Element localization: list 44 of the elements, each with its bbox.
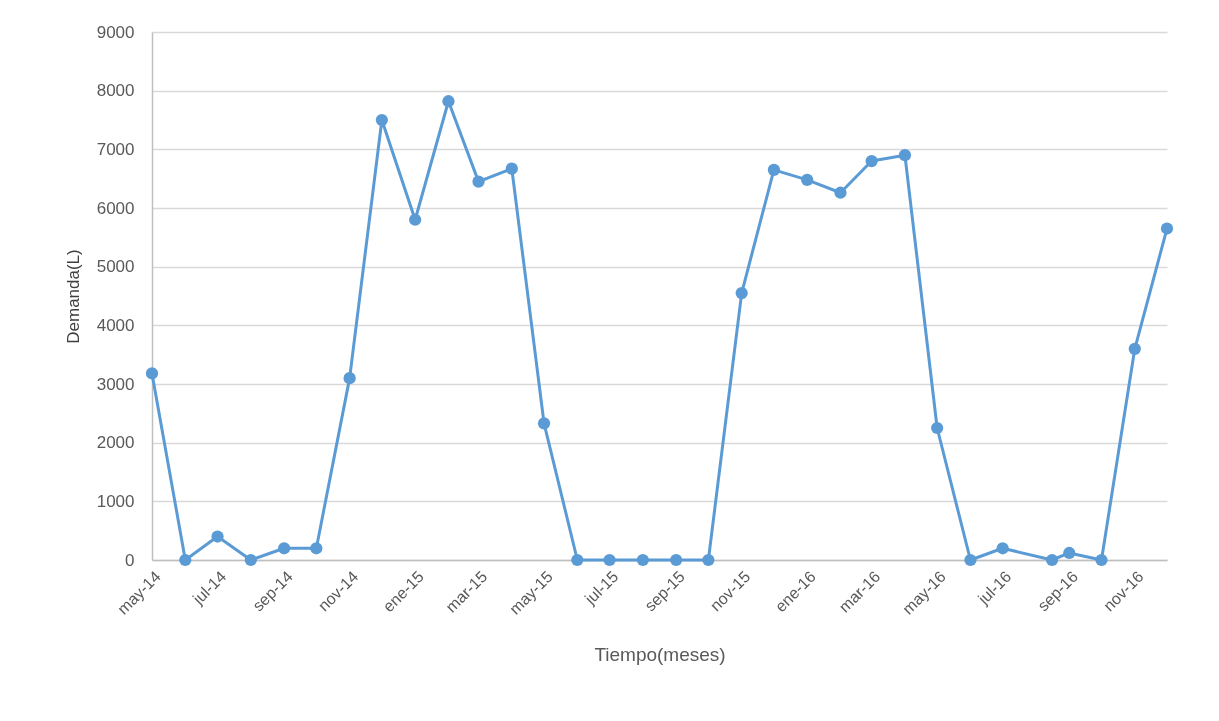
y-tick-label: 9000 — [96, 22, 135, 42]
y-tick-label: 6000 — [96, 198, 135, 218]
y-tick-label: 4000 — [96, 315, 135, 335]
point — [767, 163, 781, 176]
point — [636, 553, 649, 567]
point — [603, 553, 616, 567]
point — [931, 421, 944, 435]
point — [244, 553, 257, 567]
point — [571, 553, 584, 567]
point — [211, 530, 224, 543]
y-tick-label: 1000 — [96, 491, 135, 511]
point — [145, 367, 159, 380]
point — [1095, 553, 1108, 567]
point — [505, 162, 518, 175]
point — [1160, 222, 1174, 235]
point — [1128, 342, 1141, 355]
point — [996, 542, 1009, 555]
point — [1045, 553, 1059, 567]
y-tick-label: 0 — [125, 550, 135, 570]
point — [277, 542, 291, 555]
point — [964, 553, 977, 567]
point — [702, 553, 715, 567]
point — [537, 417, 551, 430]
point — [179, 553, 192, 567]
point — [409, 213, 422, 226]
point — [735, 286, 748, 300]
point — [801, 173, 814, 186]
y-tick-label: 5000 — [96, 257, 135, 277]
point — [834, 186, 847, 199]
point — [898, 149, 912, 162]
y-tick-label: 8000 — [96, 81, 135, 101]
point — [865, 154, 878, 168]
point — [310, 542, 323, 555]
point — [1063, 546, 1076, 560]
point — [472, 175, 485, 188]
point — [670, 553, 683, 567]
point — [343, 372, 356, 385]
y-tick-label: 3000 — [96, 374, 135, 394]
point — [375, 113, 388, 127]
x-axis-title: Tiempo(meses) — [594, 643, 726, 665]
y-tick-label: 2000 — [96, 433, 135, 453]
point — [442, 95, 455, 108]
y-tick-label: 7000 — [96, 139, 135, 159]
y-axis-title: Demanda(L) — [63, 249, 83, 344]
